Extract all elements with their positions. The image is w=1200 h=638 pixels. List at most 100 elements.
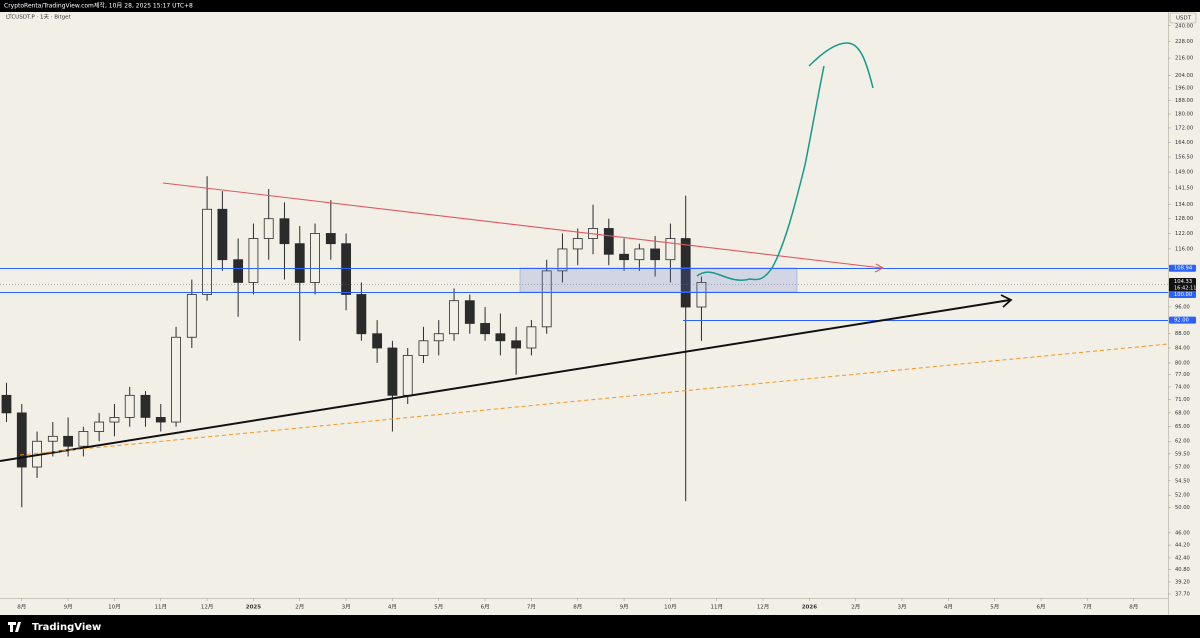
y-tick-label: 164.00 bbox=[1175, 140, 1193, 146]
currency-box[interactable] bbox=[1169, 12, 1197, 24]
candle-body bbox=[155, 417, 166, 423]
x-tick-label: 9月 bbox=[64, 604, 73, 611]
y-tick-label: 96.00 bbox=[1175, 305, 1190, 311]
x-tick-label: 11月 bbox=[155, 604, 168, 611]
candle-body bbox=[171, 336, 181, 423]
trend-line bbox=[162, 182, 883, 269]
price-tag-label: 92.00 bbox=[1174, 318, 1189, 324]
arrow-head bbox=[1000, 294, 1013, 308]
y-tick-label: 77.00 bbox=[1175, 372, 1190, 378]
y-tick-label: 37.70 bbox=[1175, 591, 1190, 597]
y-tick-label: 39.20 bbox=[1175, 579, 1190, 585]
candle-body bbox=[109, 417, 120, 423]
y-tick-label: 65.00 bbox=[1175, 424, 1190, 430]
candle-body bbox=[696, 282, 707, 308]
candle-body bbox=[94, 421, 105, 432]
candle-body bbox=[78, 431, 89, 447]
y-tick-label: 240.00 bbox=[1175, 23, 1193, 29]
logo-icon bbox=[8, 622, 21, 632]
y-tick-label: 156.50 bbox=[1175, 155, 1193, 161]
y-tick-label: 196.00 bbox=[1175, 85, 1193, 91]
candle-body bbox=[47, 435, 58, 442]
candle-body bbox=[248, 238, 259, 283]
candle-body bbox=[572, 238, 583, 250]
candle-body bbox=[433, 333, 444, 342]
x-tick-label: 6月 bbox=[481, 604, 490, 611]
x-tick-label: 4月 bbox=[388, 604, 397, 611]
y-tick-label: 46.00 bbox=[1175, 530, 1190, 536]
drawings bbox=[0, 42, 1169, 462]
candle-body bbox=[650, 248, 661, 261]
header-text: CryptoRenta/TradingView.com제작, 10月 28, 2… bbox=[4, 2, 193, 10]
price-tag bbox=[1169, 290, 1196, 298]
y-tick-label: 42.40 bbox=[1175, 555, 1190, 561]
candle-body bbox=[680, 238, 691, 308]
y-tick-label: 188.00 bbox=[1175, 98, 1193, 104]
price-tag bbox=[1169, 277, 1196, 292]
candle-body bbox=[341, 243, 351, 295]
candle-body bbox=[372, 333, 383, 349]
x-tick-label: 3月 bbox=[898, 604, 907, 611]
y-tick-label: 74.00 bbox=[1175, 384, 1190, 390]
projection-curve bbox=[808, 42, 874, 89]
logo: TradingView bbox=[32, 622, 101, 633]
price-tag bbox=[1169, 264, 1196, 272]
y-tick-label: 228.00 bbox=[1175, 39, 1193, 45]
x-tick-label: 2025 bbox=[246, 605, 261, 611]
candle-body bbox=[356, 294, 367, 335]
candle-body bbox=[387, 347, 398, 396]
candle-body bbox=[202, 208, 212, 295]
y-tick-label: 62.00 bbox=[1175, 439, 1190, 445]
y-tick-label: 216.00 bbox=[1175, 56, 1193, 62]
arrow-head bbox=[874, 263, 885, 273]
y-tick-label: 149.00 bbox=[1175, 170, 1193, 176]
x-tick-label: 2月 bbox=[851, 604, 860, 611]
y-tick-label: 172.00 bbox=[1175, 126, 1193, 132]
x-tick-label: 5月 bbox=[434, 604, 443, 611]
candle-body bbox=[186, 294, 197, 338]
x-tick-label: 11月 bbox=[710, 604, 723, 611]
y-tick-label: 52.00 bbox=[1175, 493, 1190, 499]
chart-area bbox=[0, 12, 1200, 615]
y-tick-label: 80.00 bbox=[1175, 360, 1190, 366]
candle-body bbox=[263, 218, 274, 239]
y-tick-label: 40.80 bbox=[1175, 567, 1190, 573]
candle-body bbox=[217, 208, 228, 261]
x-tick-label: 10月 bbox=[108, 604, 121, 611]
y-tick-label: 68.00 bbox=[1175, 410, 1190, 416]
candle-body bbox=[449, 300, 459, 335]
plot bbox=[1, 176, 707, 508]
x-tick-label: 8月 bbox=[573, 604, 582, 611]
price-tag-label: 108.94 bbox=[1174, 266, 1193, 272]
x-tick-label: 2026 bbox=[802, 605, 817, 611]
candle-body bbox=[665, 238, 676, 261]
candle-body bbox=[418, 340, 429, 356]
candle-body bbox=[526, 326, 537, 349]
y-tick-label: 128.00 bbox=[1175, 216, 1193, 222]
candle-body bbox=[310, 233, 320, 283]
trend-line bbox=[0, 299, 1011, 462]
candle-body bbox=[233, 259, 244, 283]
currency-label: USDT bbox=[1176, 16, 1192, 22]
price-tag-label: 100.00 bbox=[1174, 292, 1192, 298]
x-tick-label: 4月 bbox=[944, 604, 953, 611]
y-tick-label: 204.00 bbox=[1175, 73, 1193, 79]
y-tick-label: 59.50 bbox=[1175, 451, 1190, 457]
y-tick-label: 71.00 bbox=[1175, 397, 1190, 403]
candle-body bbox=[619, 253, 629, 261]
y-tick-label: 88.00 bbox=[1175, 331, 1190, 337]
y-tick-label: 134.00 bbox=[1175, 202, 1193, 208]
symbol-label: LTCUSDT.P · 1天 · Bitget bbox=[6, 14, 72, 21]
candle-body bbox=[124, 394, 135, 418]
y-tick-label: 122.00 bbox=[1175, 231, 1193, 237]
candle-body bbox=[279, 218, 290, 245]
x-tick-label: 6月 bbox=[1037, 604, 1046, 611]
x-tick-label: 5月 bbox=[990, 604, 999, 611]
dashed-trend-line bbox=[19, 343, 1169, 456]
zone-box bbox=[519, 267, 798, 293]
candle-body bbox=[511, 340, 522, 349]
candle-body bbox=[294, 243, 305, 283]
y-tick-label: 57.00 bbox=[1175, 465, 1190, 471]
x-tick-label: 2月 bbox=[295, 604, 304, 611]
